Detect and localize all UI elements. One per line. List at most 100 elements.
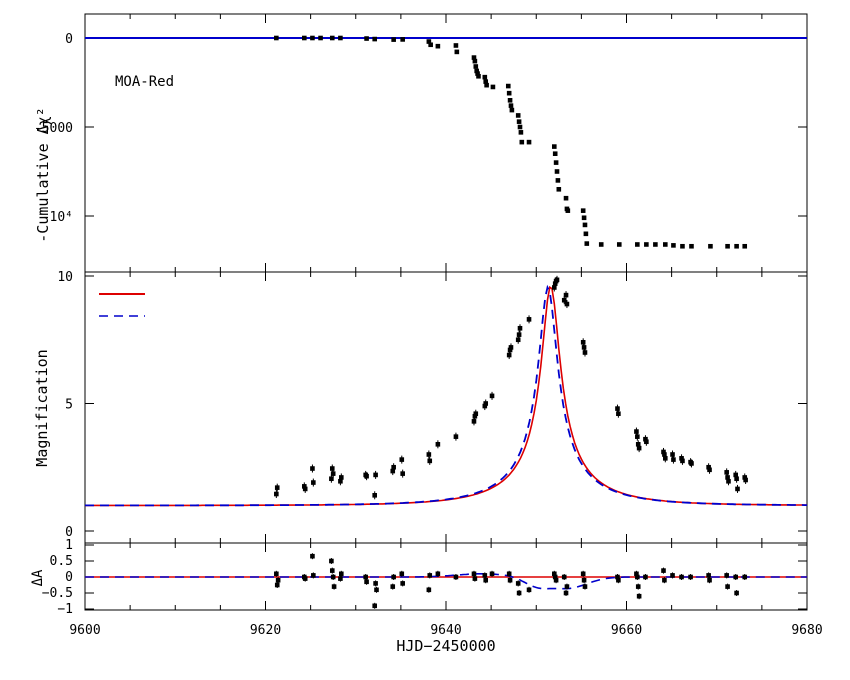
magnification-point — [526, 317, 532, 322]
residual-point — [580, 571, 586, 577]
chi2-point — [653, 242, 658, 247]
residual-point — [688, 574, 693, 580]
residual-point — [390, 584, 396, 589]
magnification-point — [302, 484, 307, 489]
magnification-point — [435, 442, 441, 447]
chi2-point — [483, 79, 489, 84]
magnification-point — [733, 472, 739, 478]
chi2-point — [519, 139, 525, 145]
magnification-point — [338, 478, 343, 484]
chi2-point — [473, 64, 479, 69]
residual-point — [582, 584, 588, 589]
dataset-label: MOA-Red — [115, 74, 174, 90]
magnification-point — [400, 471, 405, 476]
chi2-point — [435, 43, 441, 49]
x-axis-label: HJD−2450000 — [396, 637, 495, 655]
magnification-point — [516, 332, 522, 337]
chi2-point — [554, 169, 560, 174]
chi2-point — [565, 208, 571, 213]
magnification-point — [706, 464, 711, 470]
magnification-point — [689, 461, 694, 466]
magnification-point — [554, 277, 560, 283]
residual-point — [471, 571, 477, 577]
chi2-point — [552, 144, 557, 149]
magnification-point — [552, 285, 557, 290]
chi2-point — [475, 71, 480, 76]
magnification-point — [635, 442, 641, 447]
residual-point — [453, 574, 459, 580]
residuals-y-ticks: 10.50−0.5−1 — [42, 538, 807, 617]
residual-points — [274, 553, 748, 609]
magnification-point — [507, 347, 513, 353]
y-tick-label: 5 — [65, 398, 73, 413]
chi2-point — [635, 242, 640, 247]
magnification-point — [634, 429, 639, 434]
residual-point — [274, 582, 280, 588]
residual-point — [515, 581, 521, 586]
residual-point — [489, 571, 495, 577]
residuals-y-axis-label: ΔA — [30, 569, 46, 586]
magnification-point — [390, 468, 396, 474]
residual-point — [561, 574, 567, 580]
magnification-point — [373, 472, 378, 478]
chi2-point — [742, 243, 748, 249]
magnification-point — [734, 476, 739, 482]
residual-point — [330, 574, 336, 580]
magnification-point — [662, 452, 667, 457]
residual-point — [329, 558, 334, 564]
magnification-point — [508, 345, 514, 350]
residual-point — [372, 603, 378, 609]
chi2-point — [474, 68, 479, 74]
chi2-point — [505, 83, 511, 89]
y-tick-label: 1 — [65, 538, 73, 553]
y-tick-label: −0.5 — [42, 586, 73, 601]
magnification-point — [552, 281, 558, 286]
residual-point — [734, 590, 739, 596]
chi2-point — [507, 98, 513, 103]
residual-point — [733, 574, 739, 580]
residual-point — [274, 571, 279, 577]
magnification-point — [707, 467, 712, 473]
chi2-point — [372, 36, 378, 42]
magnification-point — [644, 439, 649, 445]
residual-point — [331, 584, 337, 589]
cumulative-y-ticks: 0 -5000 -10⁴ — [34, 32, 807, 225]
magnification-panel: 0 5 10 Magnification — [33, 270, 808, 544]
magnification-point — [561, 297, 567, 303]
magnification-point — [274, 491, 279, 497]
magnification-point — [742, 475, 748, 480]
magnification-point — [724, 470, 729, 475]
magnification-point — [453, 434, 459, 439]
y-tick-label: 0 — [65, 570, 73, 585]
magnification-point — [636, 445, 642, 451]
magnification-point — [330, 471, 336, 476]
chi2-point — [471, 55, 477, 60]
residual-point — [311, 573, 316, 578]
chi2-point — [482, 74, 488, 80]
residual-point — [581, 577, 587, 583]
residual-point — [724, 573, 729, 578]
residual-point — [483, 577, 489, 583]
chi2-point — [671, 243, 676, 248]
x-tick-label: 9620 — [250, 623, 281, 638]
chi2-point — [338, 35, 343, 41]
magnification-point — [473, 411, 479, 416]
magnification-point — [506, 352, 512, 358]
x-tick-label: 9660 — [611, 623, 642, 638]
chi2-point — [426, 39, 432, 44]
magnification-point — [339, 475, 344, 480]
magnification-point — [615, 406, 620, 411]
magnification-point — [661, 449, 666, 455]
residual-point — [374, 587, 379, 593]
residual-point — [552, 574, 558, 580]
residual-point — [506, 571, 512, 577]
magnification-point — [680, 458, 685, 464]
x-tick-label: 9680 — [791, 623, 822, 638]
x-tick-label: 9600 — [69, 623, 100, 638]
magnification-point — [274, 485, 280, 490]
residual-point — [516, 590, 522, 596]
residual-point — [302, 576, 308, 581]
residual-point — [482, 573, 488, 578]
magnification-point — [483, 401, 489, 406]
chi2-point — [506, 90, 512, 96]
